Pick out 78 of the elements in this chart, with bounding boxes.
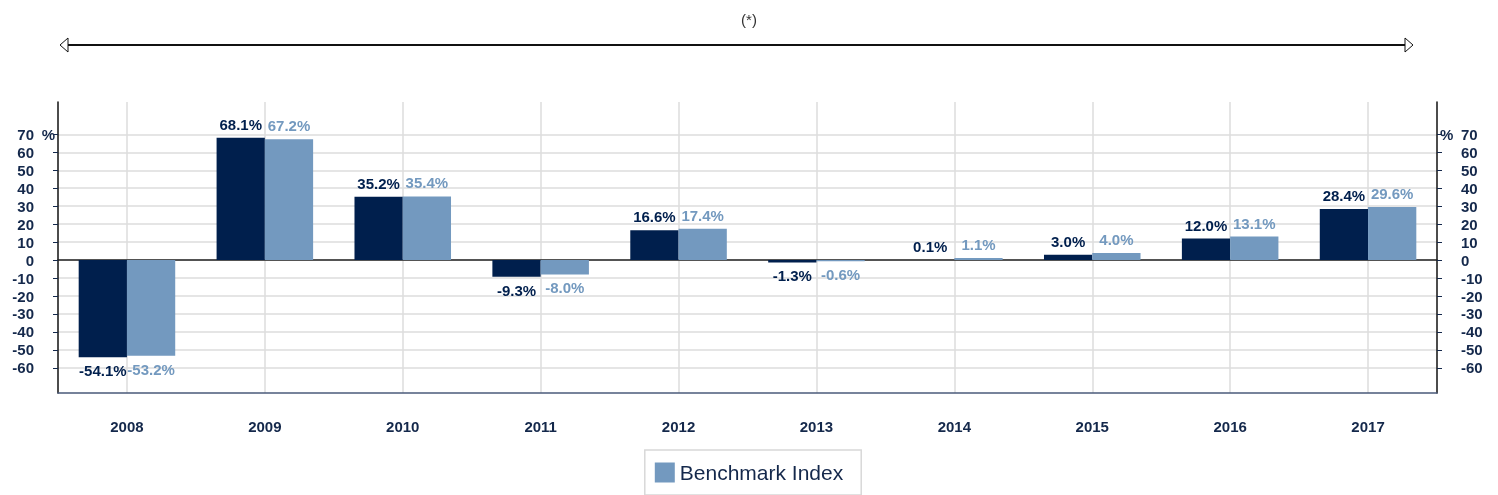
bar bbox=[264, 139, 314, 261]
x-tick-label: 2010 bbox=[386, 418, 420, 435]
bar bbox=[492, 260, 541, 277]
y2-tick-label: 70 bbox=[1461, 125, 1478, 143]
data-label: 0.1% bbox=[913, 237, 948, 255]
data-label: 4.0% bbox=[1099, 230, 1134, 248]
data-label: -8.0% bbox=[545, 279, 585, 297]
bar bbox=[1043, 254, 1093, 261]
y2-tick-label: 20 bbox=[1461, 215, 1478, 233]
bar bbox=[630, 230, 679, 261]
bar bbox=[1230, 236, 1279, 261]
x-tick-label: 2013 bbox=[799, 418, 834, 435]
data-label: 3.0% bbox=[1051, 232, 1086, 250]
y2-tick-label: 30 bbox=[1461, 197, 1478, 215]
y-axis-title: % bbox=[41, 125, 55, 143]
y2-tick-label: -40 bbox=[1461, 323, 1483, 341]
x-tick-label: 2016 bbox=[1213, 418, 1247, 435]
y2-tick-label: 60 bbox=[1461, 143, 1478, 161]
bar bbox=[354, 196, 403, 261]
y2-axis-title: % bbox=[1440, 125, 1454, 143]
bar bbox=[540, 260, 589, 275]
data-label: 16.6% bbox=[633, 208, 676, 226]
text: (*) bbox=[741, 11, 757, 28]
y-tick-label: -40 bbox=[12, 323, 34, 341]
data-label: 1.1% bbox=[961, 236, 996, 254]
bar bbox=[126, 260, 176, 356]
data-label: -53.2% bbox=[127, 360, 175, 378]
bar bbox=[78, 260, 127, 358]
y2-tick-label: -30 bbox=[1461, 305, 1483, 323]
y2-tick-label: -20 bbox=[1461, 287, 1483, 305]
legend-label: Benchmark Index bbox=[679, 461, 844, 484]
y-tick-label: 50 bbox=[17, 161, 34, 179]
data-label: 17.4% bbox=[681, 206, 724, 224]
data-label: 67.2% bbox=[267, 117, 311, 135]
y2-tick-label: 50 bbox=[1461, 161, 1478, 179]
data-label: 35.2% bbox=[357, 174, 400, 192]
y-tick-label: 60 bbox=[17, 143, 34, 161]
x-tick-label: 2008 bbox=[110, 418, 144, 435]
y2-tick-label: 10 bbox=[1461, 233, 1478, 251]
y2-tick-label: 40 bbox=[1461, 179, 1478, 197]
data-label: -9.3% bbox=[496, 281, 537, 299]
bar bbox=[1181, 238, 1231, 261]
bar bbox=[1368, 206, 1417, 261]
bar bbox=[678, 228, 727, 261]
data-label: 35.4% bbox=[405, 174, 449, 192]
y-tick-label: 40 bbox=[17, 179, 34, 197]
x-tick-label: 2009 bbox=[248, 418, 282, 435]
y-tick-label: -10 bbox=[12, 269, 34, 287]
bar bbox=[216, 137, 265, 261]
x-tick-label: 2015 bbox=[1075, 418, 1109, 435]
y-tick-label: -60 bbox=[12, 359, 34, 377]
bar bbox=[402, 196, 452, 261]
data-label: 12.0% bbox=[1184, 216, 1228, 234]
y-tick-label: 20 bbox=[17, 215, 34, 233]
data-label: -0.6% bbox=[820, 266, 861, 284]
y-tick-label: 0 bbox=[25, 251, 34, 269]
data-label: 29.6% bbox=[1370, 184, 1414, 202]
y-tick-label: 70 bbox=[17, 125, 34, 143]
x-tick-label: 2011 bbox=[524, 418, 557, 435]
data-label: 13.1% bbox=[1233, 214, 1276, 232]
data-label: 28.4% bbox=[1322, 187, 1366, 205]
x-tick-label: 2012 bbox=[661, 418, 696, 435]
y2-tick-label: -60 bbox=[1461, 359, 1483, 377]
x-tick-label: 2014 bbox=[937, 418, 972, 435]
data-label: -1.3% bbox=[772, 267, 812, 285]
y2-tick-label: -10 bbox=[1461, 269, 1483, 287]
y2-tick-label: 0 bbox=[1461, 251, 1470, 269]
y-tick-label: 10 bbox=[17, 233, 34, 251]
y-tick-label: 30 bbox=[17, 197, 34, 215]
data-label: 68.1% bbox=[219, 115, 262, 133]
y-tick-label: -20 bbox=[12, 287, 34, 305]
y2-tick-label: -50 bbox=[1461, 341, 1483, 359]
y-tick-label: -30 bbox=[12, 305, 34, 323]
x-tick-label: 2017 bbox=[1351, 418, 1385, 435]
y-tick-label: -50 bbox=[12, 341, 34, 359]
bar bbox=[1092, 252, 1141, 261]
data-label: -54.1% bbox=[79, 362, 127, 380]
bar bbox=[1319, 209, 1369, 261]
